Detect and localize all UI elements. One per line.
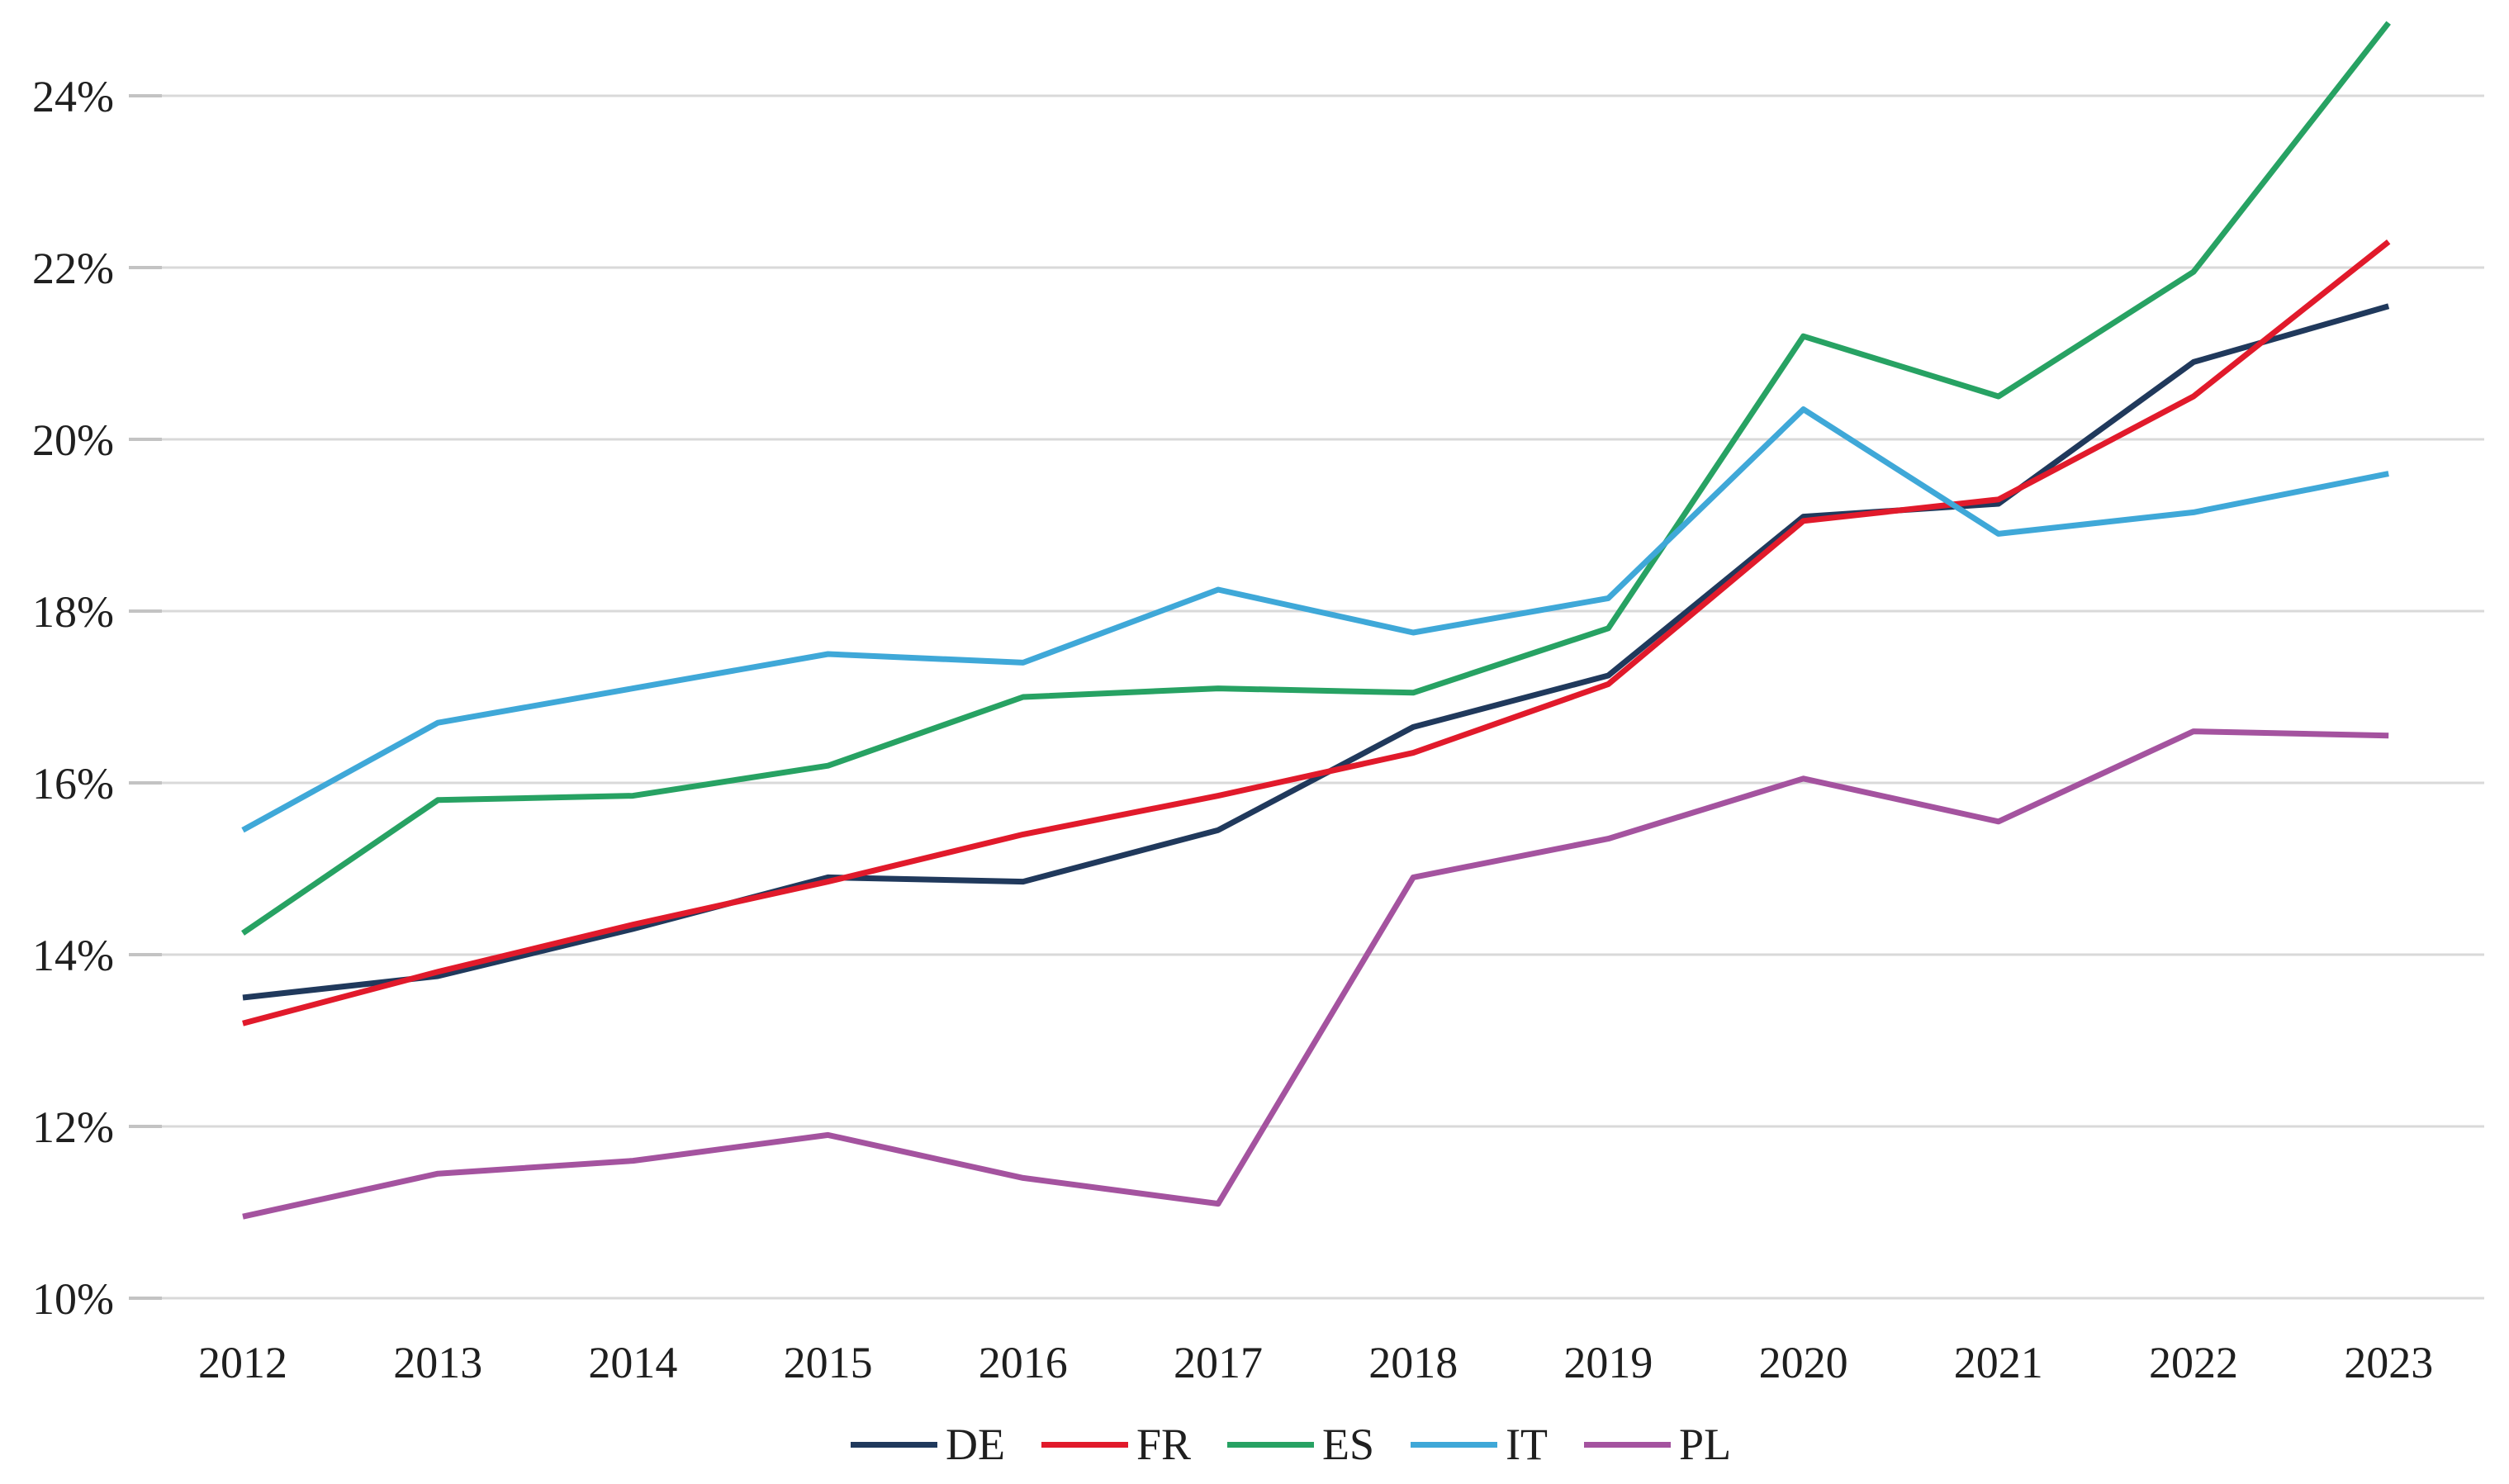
x-axis-tick-label-2018: 2018 xyxy=(1368,1338,1458,1387)
legend-label-FR: FR xyxy=(1136,1420,1192,1469)
x-axis-tick-label-2019: 2019 xyxy=(1563,1338,1653,1387)
legend-item-ES: ES xyxy=(1227,1422,1374,1467)
x-axis-tick-label-2022: 2022 xyxy=(2149,1338,2238,1387)
legend-swatch-DE xyxy=(851,1441,937,1448)
x-axis-tick-label-2012: 2012 xyxy=(198,1338,287,1387)
legend: DE FR ES IT PL xyxy=(851,1422,1767,1467)
y-axis-tick-label-16: 16% xyxy=(32,759,114,808)
y-axis-tick-label-10: 10% xyxy=(32,1274,114,1324)
series-line-PL xyxy=(242,728,2389,1220)
series-line-IT xyxy=(241,406,2389,833)
legend-label-DE: DE xyxy=(946,1420,1005,1469)
y-axis-tick-label-18: 18% xyxy=(32,587,114,637)
legend-label-PL: PL xyxy=(1679,1420,1732,1469)
y-axis-tick-label-12: 12% xyxy=(32,1102,114,1152)
y-axis-tick-label-14: 14% xyxy=(32,931,114,980)
x-axis-tick-label-2014: 2014 xyxy=(588,1338,677,1387)
x-axis-tick-label-2017: 2017 xyxy=(1174,1338,1263,1387)
series-line-DE xyxy=(242,303,2390,1001)
legend-item-PL: PL xyxy=(1584,1422,1731,1467)
legend-swatch-FR xyxy=(1041,1441,1128,1448)
x-axis-tick-label-2020: 2020 xyxy=(1759,1338,1848,1387)
y-axis-tick-label-22: 22% xyxy=(32,244,114,293)
x-axis-tick-label-2021: 2021 xyxy=(1954,1338,2043,1387)
legend-item-IT: IT xyxy=(1411,1422,1548,1467)
series-line-ES xyxy=(241,21,2391,936)
x-axis-tick-label-2015: 2015 xyxy=(784,1338,873,1387)
legend-swatch-ES xyxy=(1227,1441,1315,1448)
x-axis-tick-label-2023: 2023 xyxy=(2344,1338,2433,1387)
legend-label-ES: ES xyxy=(1322,1420,1375,1469)
x-axis-tick-label-2013: 2013 xyxy=(393,1338,482,1387)
x-axis-tick-label-2016: 2016 xyxy=(979,1338,1068,1387)
legend-swatch-IT xyxy=(1411,1441,1498,1448)
legend-swatch-PL xyxy=(1584,1441,1672,1448)
legend-item-FR: FR xyxy=(1041,1422,1191,1467)
y-axis-tick-label-24: 24% xyxy=(32,72,114,121)
legend-label-IT: IT xyxy=(1506,1420,1549,1469)
legend-item-DE: DE xyxy=(851,1422,1005,1467)
series-line-FR xyxy=(242,239,2391,1026)
y-axis-tick-label-20: 20% xyxy=(32,415,114,465)
